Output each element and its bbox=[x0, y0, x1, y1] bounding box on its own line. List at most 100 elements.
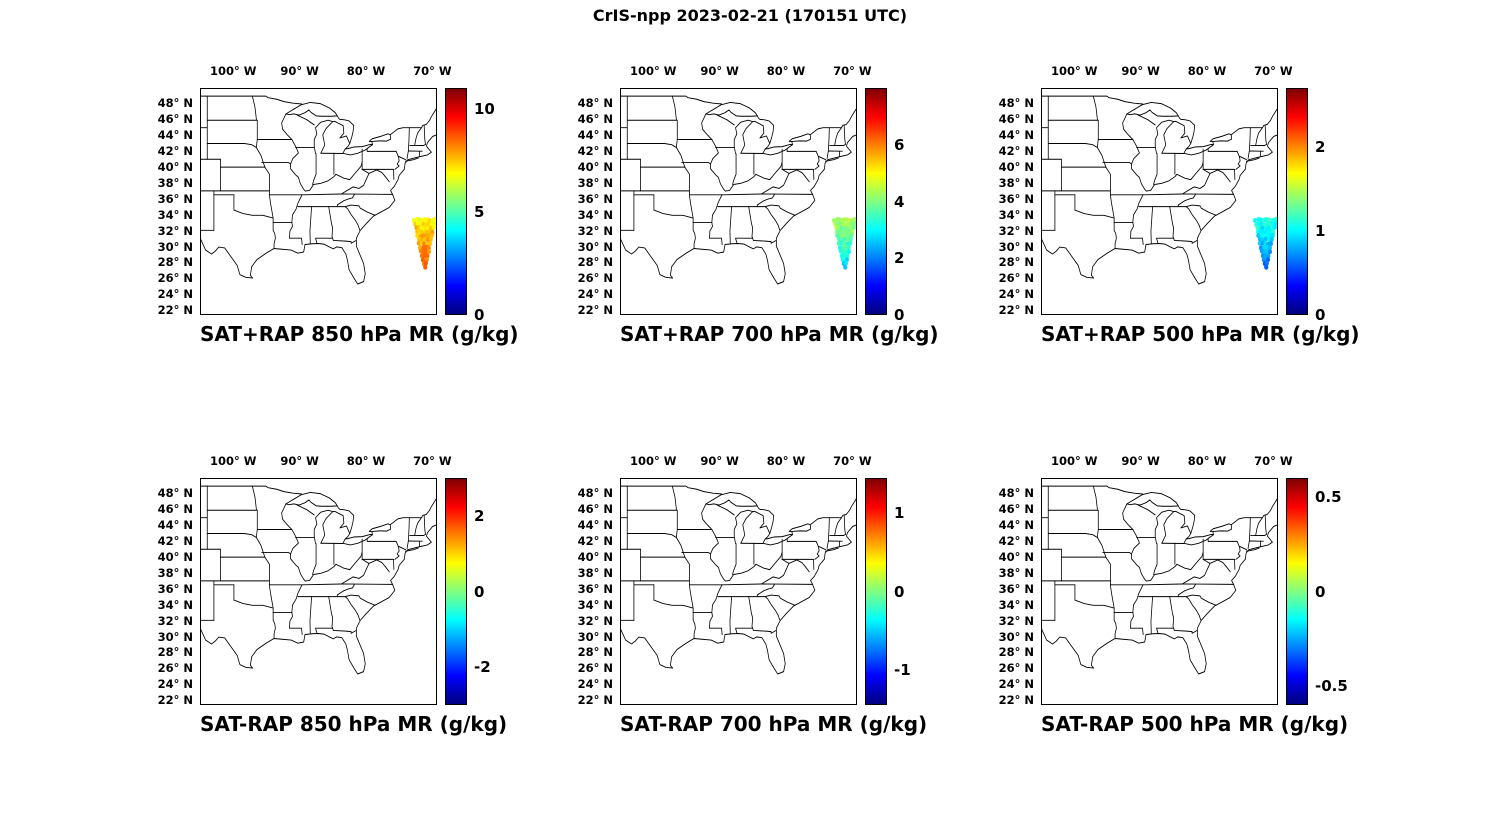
us-map bbox=[621, 485, 856, 675]
sounding-dot bbox=[1267, 249, 1273, 255]
lon-tick-label: 70° W bbox=[1254, 454, 1293, 468]
panel-caption: SAT+RAP 500 hPa MR (g/kg) bbox=[1041, 322, 1360, 346]
lon-tick-label: 80° W bbox=[346, 454, 386, 468]
us-map bbox=[1042, 95, 1277, 285]
lat-tick-label: 32° N bbox=[577, 613, 613, 628]
lat-tick-label: 42° N bbox=[157, 533, 193, 548]
lat-tick-label: 42° N bbox=[998, 533, 1034, 548]
lat-tick-label: 42° N bbox=[998, 143, 1034, 158]
lon-tick-label: 80° W bbox=[766, 64, 806, 78]
lon-tick-label: 80° W bbox=[766, 454, 806, 468]
colorbar-tick-label: 0.5 bbox=[1315, 487, 1342, 506]
lat-tick-label: 26° N bbox=[998, 271, 1034, 286]
lat-tick-label: 28° N bbox=[157, 255, 193, 270]
lat-tick-label: 38° N bbox=[998, 565, 1034, 580]
sounding-dot bbox=[851, 224, 856, 230]
sounding-dot bbox=[415, 233, 420, 239]
sounding-dot bbox=[841, 245, 846, 251]
sounding-dot bbox=[421, 245, 426, 251]
lat-tick-label: 38° N bbox=[577, 565, 613, 580]
lon-tick-label: 100° W bbox=[629, 64, 677, 78]
sounding-dot bbox=[423, 264, 428, 270]
sounding-dot bbox=[846, 245, 851, 251]
lat-tick-label: 30° N bbox=[157, 629, 193, 644]
colorbar-tick-label: 10 bbox=[474, 99, 495, 118]
sounding-dot bbox=[427, 241, 433, 247]
lon-tick-label: 80° W bbox=[1187, 454, 1227, 468]
lat-tick-label: 44° N bbox=[157, 127, 193, 142]
sounding-dot bbox=[848, 236, 853, 242]
lat-tick-label: 38° N bbox=[157, 175, 193, 190]
lat-tick-label: 44° N bbox=[577, 517, 613, 532]
colorbar bbox=[445, 478, 467, 705]
lat-tick-label: 30° N bbox=[577, 629, 613, 644]
sounding-dot bbox=[852, 216, 856, 222]
lat-tick-label: 32° N bbox=[157, 223, 193, 238]
map bbox=[620, 478, 857, 705]
sounding-dot bbox=[842, 236, 847, 242]
sounding-dot bbox=[843, 260, 848, 266]
lat-tick-label: 46° N bbox=[998, 502, 1034, 517]
lon-tick-label: 90° W bbox=[1121, 454, 1160, 468]
sounding-dot bbox=[432, 216, 436, 222]
sounding-dot bbox=[1264, 249, 1270, 255]
lat-tick-label: 36° N bbox=[998, 581, 1034, 596]
lat-tick-label: 44° N bbox=[577, 127, 613, 142]
lat-tick-label: 36° N bbox=[577, 581, 613, 596]
map bbox=[1041, 88, 1278, 315]
map bbox=[1041, 478, 1278, 705]
lat-tick-label: 36° N bbox=[577, 191, 613, 206]
colorbar bbox=[445, 88, 467, 315]
lat-tick-label: 38° N bbox=[157, 565, 193, 580]
colorbar-tick-label: 0 bbox=[474, 582, 485, 601]
colorbar-tick-label: 0 bbox=[894, 582, 905, 601]
panel-caption: SAT-RAP 700 hPa MR (g/kg) bbox=[620, 712, 928, 736]
sounding-dot bbox=[1262, 245, 1267, 251]
colorbar-tick-label: 1 bbox=[894, 504, 905, 523]
colorbar-tick-label: 2 bbox=[1315, 137, 1326, 156]
lat-tick-label: 48° N bbox=[577, 486, 613, 501]
lat-tick-label: 30° N bbox=[998, 239, 1034, 254]
lon-tick-label: 70° W bbox=[833, 64, 872, 78]
lat-tick-label: 24° N bbox=[157, 677, 193, 692]
sounding-dot bbox=[847, 241, 853, 247]
colorbar bbox=[865, 478, 887, 705]
lat-tick-label: 38° N bbox=[577, 175, 613, 190]
sounding-dot bbox=[1263, 236, 1268, 242]
lat-tick-label: 32° N bbox=[998, 613, 1034, 628]
lat-tick-label: 24° N bbox=[577, 287, 613, 302]
lat-tick-label: 44° N bbox=[998, 517, 1034, 532]
panel-caption: SAT-RAP 500 hPa MR (g/kg) bbox=[1041, 712, 1349, 736]
us-map bbox=[201, 485, 436, 675]
panel-caption: SAT+RAP 850 hPa MR (g/kg) bbox=[200, 322, 519, 346]
lon-tick-label: 90° W bbox=[700, 64, 739, 78]
lat-tick-label: 48° N bbox=[998, 486, 1034, 501]
sounding-dot bbox=[428, 236, 433, 242]
colorbar-tick-label: -0.5 bbox=[1315, 677, 1348, 696]
sounding-dot bbox=[426, 249, 432, 255]
sounding-dot bbox=[422, 236, 427, 242]
lat-tick-label: 48° N bbox=[577, 96, 613, 111]
sounding-dot bbox=[1269, 236, 1274, 242]
lat-tick-label: 22° N bbox=[577, 303, 613, 318]
lat-tick-label: 32° N bbox=[157, 613, 193, 628]
lat-tick-label: 26° N bbox=[577, 661, 613, 676]
lat-tick-label: 30° N bbox=[577, 239, 613, 254]
lat-tick-label: 24° N bbox=[998, 677, 1034, 692]
panel-caption: SAT-RAP 850 hPa MR (g/kg) bbox=[200, 712, 508, 736]
lat-tick-label: 28° N bbox=[157, 645, 193, 660]
map-panel: 100° W 90° W 80° W 70° W 48° N 46° N 44° N 42° … bbox=[125, 448, 527, 748]
lat-tick-label: 40° N bbox=[577, 549, 613, 564]
lat-tick-label: 40° N bbox=[998, 549, 1034, 564]
sounding-dot bbox=[1270, 233, 1275, 239]
lon-tick-label: 90° W bbox=[280, 64, 319, 78]
lon-tick-label: 80° W bbox=[346, 64, 386, 78]
lat-tick-label: 46° N bbox=[157, 112, 193, 127]
lon-tick-label: 90° W bbox=[1121, 64, 1160, 78]
sounding-dot bbox=[423, 260, 428, 266]
lat-tick-label: 34° N bbox=[577, 597, 613, 612]
colorbar-tick-label: 0 bbox=[1315, 306, 1326, 324]
sounding-dot bbox=[423, 249, 429, 255]
lat-tick-label: 48° N bbox=[157, 486, 193, 501]
map-panel: 100° W 90° W 80° W 70° W 48° N 46° N 44° N 42° … bbox=[545, 448, 947, 748]
